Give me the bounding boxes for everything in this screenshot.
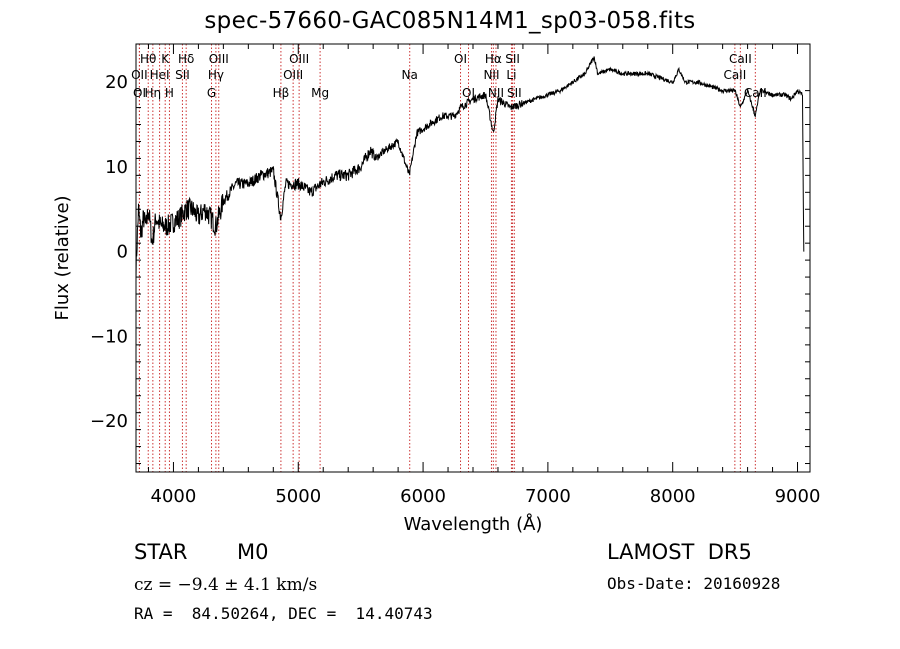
x-axis-label: Wavelength (Å) [404, 513, 543, 535]
redshift-velocity: cz = −9.4 ± 4.1 km/s [134, 575, 318, 595]
emission-line-label: SII [507, 86, 522, 100]
emission-line-label: NII [483, 68, 499, 82]
emission-line-label: H [165, 86, 174, 100]
emission-line-label: CaII [744, 86, 767, 100]
spectrum-line [135, 56, 805, 280]
y-axis-label: Flux (relative) [52, 195, 73, 320]
emission-line-label: Hδ [178, 52, 194, 66]
emission-line-label: Hη [145, 86, 162, 100]
survey-name: LAMOST DR5 [607, 540, 752, 564]
emission-line-label: Mg [311, 86, 329, 100]
emission-line-label: OIII [283, 68, 303, 82]
emission-line-label: OI [133, 86, 146, 100]
emission-line-label: CaII [723, 68, 746, 82]
x-tick-label: 6000 [400, 486, 446, 507]
x-tick-label: 7000 [525, 486, 571, 507]
emission-line-label: SII [505, 52, 520, 66]
observation-date: Obs-Date: 20160928 [607, 574, 781, 593]
emission-line-label: OIII [289, 52, 309, 66]
emission-line-label: Hθ [140, 52, 156, 66]
x-tick-label: 5000 [275, 486, 321, 507]
emission-line-label: NII [488, 86, 504, 100]
x-tick-label: 8000 [650, 486, 696, 507]
coordinates: RA = 84.50264, DEC = 14.40743 [134, 604, 433, 623]
y-tick-label: −10 [90, 326, 128, 347]
y-tick-label: 0 [117, 242, 128, 263]
object-subclass: M0 [237, 540, 269, 564]
x-tick-label: 9000 [775, 486, 821, 507]
x-tick-label: 4000 [151, 486, 197, 507]
emission-line-label: OI [462, 86, 475, 100]
emission-line-label: Hα [485, 52, 502, 66]
y-tick-label: 10 [105, 157, 128, 178]
emission-line-label: HeI [150, 68, 170, 82]
emission-line-label: Na [402, 68, 418, 82]
emission-line-label: Li [506, 68, 516, 82]
object-class: STAR [134, 540, 188, 564]
emission-line-label: SII [175, 68, 190, 82]
emission-line-label: OI [454, 52, 467, 66]
emission-line-label: OIII [209, 52, 229, 66]
plot-frame [135, 43, 811, 473]
emission-line-label: K [161, 52, 170, 66]
emission-line-label: Hβ [273, 86, 290, 100]
emission-line-label: CaII [729, 52, 752, 66]
chart-title: spec-57660-GAC085N14M1_sp03-058.fits [204, 8, 696, 34]
y-tick-label: 20 [105, 72, 128, 93]
y-tick-label: −20 [90, 411, 128, 432]
emission-line-label: Hγ [208, 68, 224, 82]
emission-line-label: G [207, 86, 216, 100]
emission-line-label: OII [131, 68, 148, 82]
